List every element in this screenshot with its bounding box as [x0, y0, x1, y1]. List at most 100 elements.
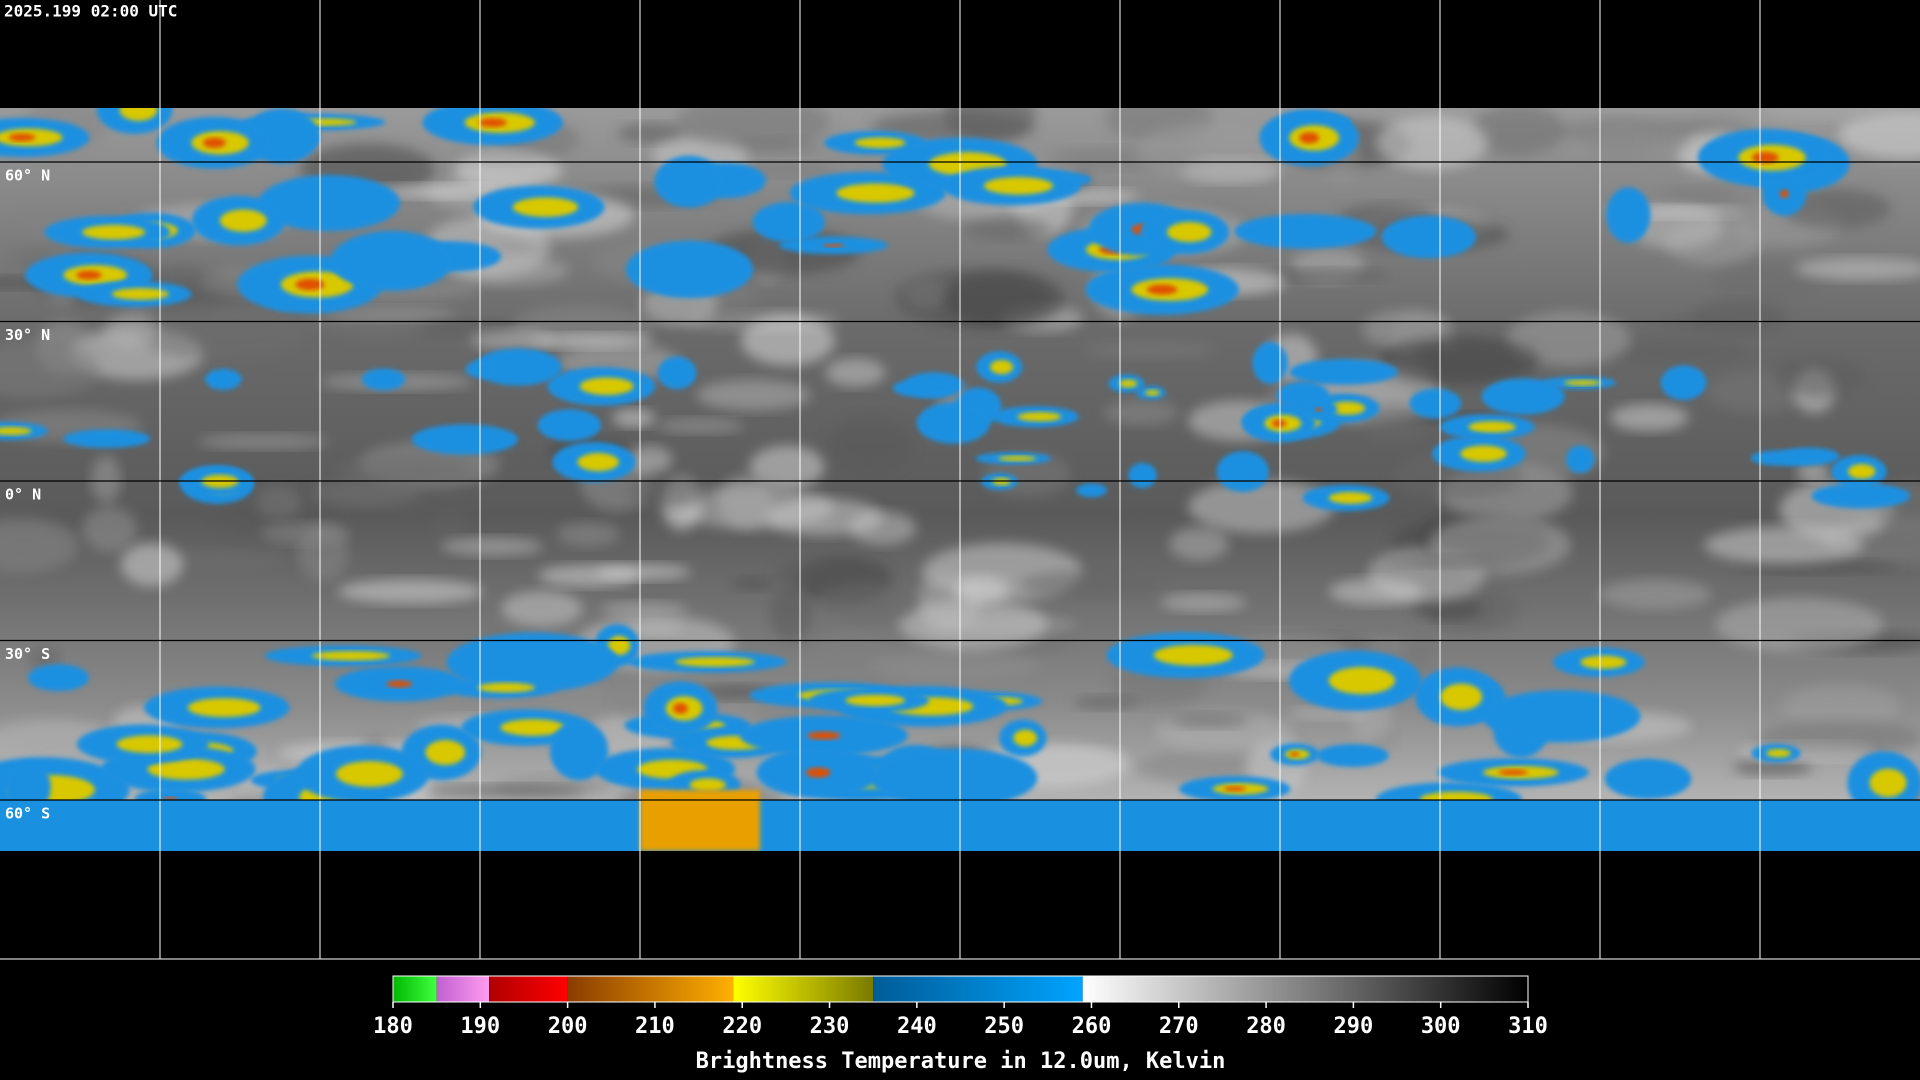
cloud-texture	[120, 542, 183, 587]
cloud-colder	[187, 698, 261, 718]
colorbar-tick-label: 260	[1072, 1014, 1112, 1039]
cloud-colder	[512, 197, 579, 217]
cloud-cold	[1381, 215, 1476, 259]
cloud-texture	[1404, 614, 1437, 673]
cloud-texture	[477, 149, 539, 165]
cloud-texture	[1171, 712, 1249, 728]
cloud-texture	[0, 522, 75, 570]
cloud-texture	[1160, 593, 1247, 612]
cloud-cold	[1128, 462, 1157, 489]
cloud-cold	[1234, 213, 1377, 249]
cloud-texture	[255, 485, 302, 519]
cloud-cold	[1660, 365, 1707, 401]
cloud-coldest	[1223, 786, 1246, 792]
cloud-colder	[500, 719, 566, 736]
cloud-texture	[1659, 186, 1738, 202]
colorbar-tick-label: 270	[1159, 1014, 1199, 1039]
colorbar-tick-label: 300	[1421, 1014, 1461, 1039]
cloud-cold	[549, 720, 609, 781]
cloud-texture	[1704, 526, 1864, 564]
cloud-coldest	[8, 133, 36, 142]
cloud-texture	[696, 379, 811, 411]
colorbar-tick-label: 310	[1508, 1014, 1548, 1039]
cloud-cold	[1566, 445, 1595, 474]
cloud-texture	[617, 123, 685, 144]
cloud-texture	[805, 633, 899, 687]
cloud-colder	[1153, 644, 1233, 666]
cloud-texture	[1780, 684, 1901, 729]
cloud-coldest	[1751, 151, 1779, 164]
cloud-texture	[742, 162, 834, 178]
cloud-texture	[1169, 527, 1229, 561]
cloud-texture	[1083, 340, 1216, 359]
cloud-colder	[1460, 445, 1507, 462]
cloud-coldest	[673, 702, 688, 714]
cloud-texture	[1714, 598, 1884, 652]
cloud-colder	[1119, 379, 1138, 388]
cloud-colder	[1580, 655, 1627, 669]
cloud-texture	[1656, 315, 1721, 332]
cloud-cold	[654, 155, 724, 208]
cloud-texture	[1412, 598, 1483, 621]
cloud-texture	[816, 582, 920, 622]
cloud-cold	[63, 429, 151, 449]
cloud-coldest	[202, 137, 226, 148]
cloud-cold	[1606, 187, 1651, 243]
cloud-texture	[1794, 257, 1920, 281]
colorbar-segment	[1082, 976, 1528, 1002]
cloud-cold	[1604, 758, 1692, 800]
cloud-colder	[1564, 379, 1602, 386]
cloud-colder	[219, 209, 267, 232]
cloud-texture	[501, 590, 583, 627]
cloud-colder	[689, 778, 726, 792]
cloud-texture	[596, 563, 691, 581]
cloud-cold	[1409, 388, 1462, 419]
polar-cloud	[640, 790, 760, 851]
cloud-coldest	[1271, 419, 1287, 428]
cloud-texture	[599, 601, 689, 618]
colorbar-tick-label: 210	[635, 1014, 675, 1039]
cloud-cold	[411, 424, 518, 455]
colorbar-segment	[436, 976, 490, 1002]
cloud-texture	[1598, 578, 1712, 610]
latitude-label: 30° N	[5, 326, 50, 344]
cloud-texture	[1019, 570, 1162, 598]
cloud-coldest	[478, 118, 507, 128]
latitude-label: 30° S	[5, 645, 50, 663]
cloud-colder	[1869, 768, 1907, 798]
colorbar-tick-label: 200	[548, 1014, 588, 1039]
cloud-colder	[119, 108, 158, 121]
cloud-cold	[625, 240, 754, 299]
cloud-cold	[537, 409, 602, 441]
colorbar-segment	[393, 976, 437, 1002]
cloud-coldest	[1498, 769, 1529, 776]
cloud-texture	[1135, 121, 1299, 181]
cloud-colder	[845, 694, 906, 707]
cloud-colder	[577, 453, 619, 472]
cloud-colder	[116, 735, 183, 753]
cloud-colder	[335, 761, 403, 787]
cloud-texture	[1732, 758, 1813, 777]
cloud-coldest	[295, 278, 325, 291]
cloud-texture	[137, 304, 307, 360]
cloud-texture	[556, 522, 620, 547]
colorbar-segment	[567, 976, 734, 1002]
cloud-cold	[1252, 342, 1288, 384]
cloud-colder	[1166, 222, 1212, 243]
cloud-coldest	[1299, 132, 1320, 144]
cloud-texture	[424, 784, 586, 798]
cloud-texture	[1360, 404, 1428, 445]
cloud-colder	[990, 359, 1014, 375]
cloud-coldest	[822, 243, 845, 248]
cloud-colder	[854, 137, 906, 149]
cloud-coldest	[1289, 752, 1300, 757]
cloud-colder	[1440, 683, 1483, 711]
cloud-cold	[1811, 483, 1911, 509]
cloud-cold	[1481, 378, 1565, 415]
cloud-texture	[370, 184, 503, 199]
colorbar-title: Brightness Temperature in 12.0um, Kelvin	[696, 1049, 1226, 1074]
cloud-cold	[1216, 451, 1269, 493]
colorbar-tick-label: 240	[897, 1014, 937, 1039]
cloud-colder	[579, 377, 634, 395]
cloud-texture	[869, 649, 1040, 683]
